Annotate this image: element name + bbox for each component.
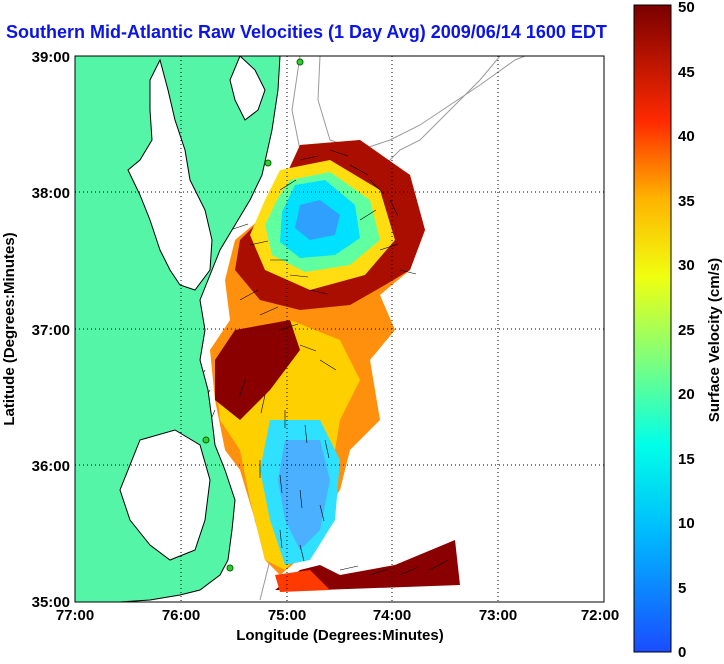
y-axis-label: Latitude (Degrees:Minutes) [1, 232, 18, 425]
colorbar-tick-label: 20 [678, 386, 695, 403]
y-tick-label: 38:00 [32, 185, 70, 202]
colorbar-tick-label: 45 [678, 64, 695, 81]
colorbar [633, 4, 672, 653]
y-tick-label: 37:00 [32, 322, 70, 339]
x-tick-label: 73:00 [479, 607, 517, 624]
x-tick-label: 75:00 [268, 607, 306, 624]
colorbar-label: Surface Velocity (cm/s) [706, 258, 723, 422]
y-tick-label: 39:00 [32, 49, 70, 66]
x-tick-label: 77:00 [56, 607, 94, 624]
land-mass [75, 56, 281, 602]
x-tick-labels: 77:00 76:00 75:00 74:00 73:00 72:00 [56, 607, 619, 624]
y-tick-label: 35:00 [32, 594, 70, 611]
velocity-field [210, 140, 460, 592]
colorbar-tick-label: 0 [678, 644, 686, 659]
x-tick-label: 76:00 [162, 607, 200, 624]
colorbar-tick-label: 40 [678, 128, 695, 145]
delaware-bay [229, 56, 266, 121]
grid-lines [75, 56, 604, 602]
y-tick-label: 36:00 [32, 458, 70, 475]
colorbar-tick-labels: 0 5 10 15 20 25 30 35 40 45 50 [678, 0, 695, 661]
x-tick-label: 72:00 [581, 607, 619, 624]
page-title: Southern Mid-Atlantic Raw Velocities (1 … [6, 22, 607, 42]
radar-stations [202, 58, 304, 572]
pamlico-sound [119, 429, 211, 561]
colorbar-tick-label: 15 [678, 451, 695, 468]
colorbar-tick-label: 10 [678, 515, 695, 532]
colorbar-tick-label: 30 [678, 257, 695, 274]
y-tick-labels: 39:00 38:00 37:00 36:00 35:00 [32, 49, 70, 611]
plot-frame [74, 55, 605, 603]
colorbar-tick-label: 5 [678, 580, 686, 597]
colorbar-tick-label: 25 [678, 322, 695, 339]
velocity-vectors [189, 149, 449, 576]
chesapeake-bay [127, 58, 213, 291]
x-axis-label: Longitude (Degrees:Minutes) [236, 627, 444, 644]
colorbar-tick-label: 50 [678, 0, 695, 16]
colorbar-tick-label: 35 [678, 193, 695, 210]
x-tick-label: 74:00 [373, 607, 411, 624]
